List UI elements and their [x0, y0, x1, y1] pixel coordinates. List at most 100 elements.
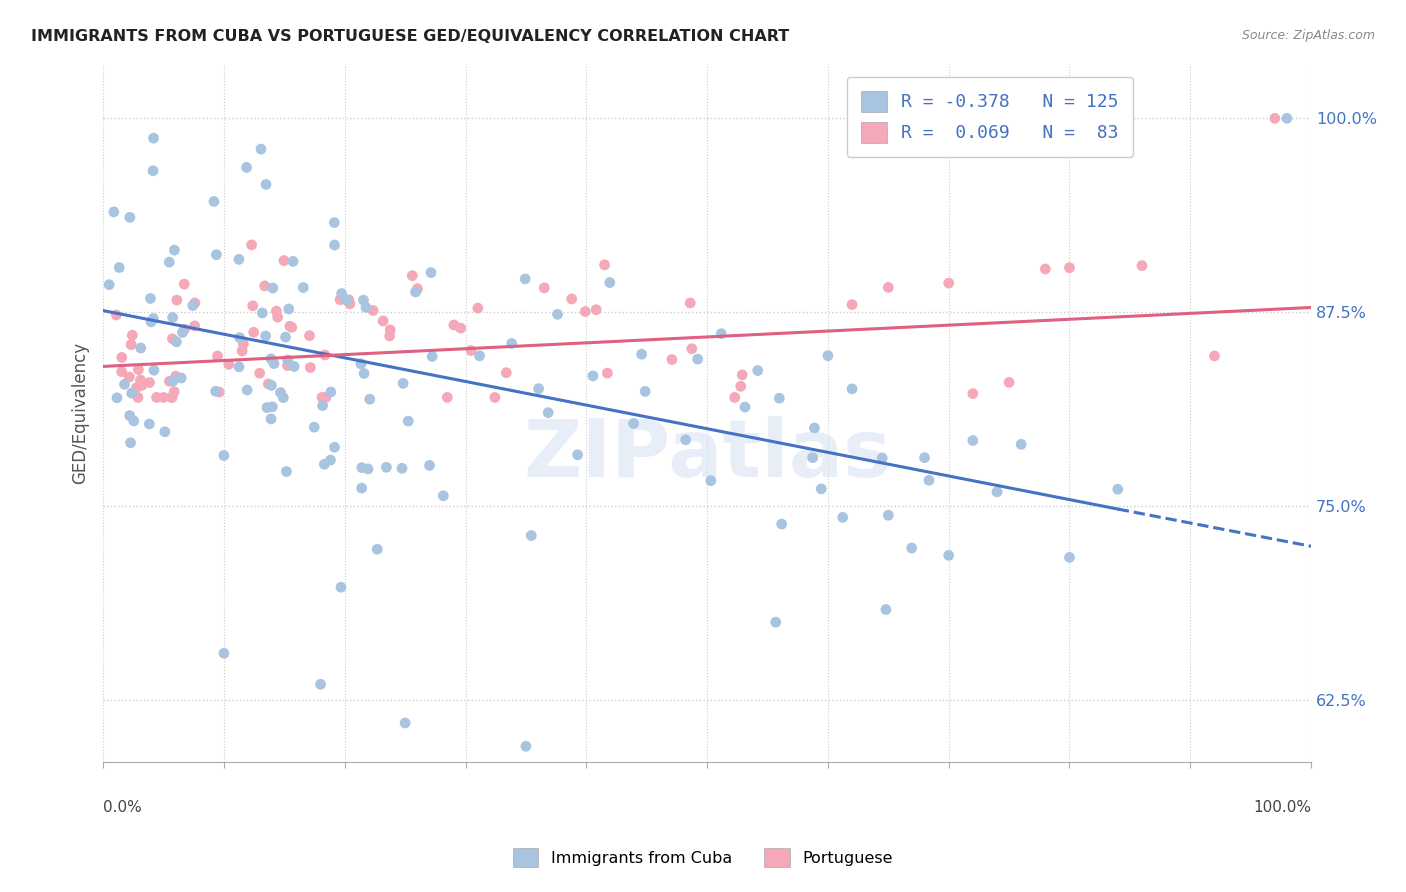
Point	[593, 258, 616, 272]
Point	[274, 330, 297, 344]
Point	[276, 359, 298, 373]
Point	[262, 281, 284, 295]
Point	[938, 549, 960, 563]
Text: Source: ZipAtlas.com: Source: ZipAtlas.com	[1241, 29, 1375, 42]
Point	[256, 401, 278, 415]
Point	[163, 384, 186, 399]
Point	[495, 366, 517, 380]
Point	[232, 336, 254, 351]
Point	[405, 285, 427, 299]
Y-axis label: GED/Equivalency: GED/Equivalency	[72, 342, 89, 484]
Point	[585, 302, 607, 317]
Point	[900, 541, 922, 555]
Point	[561, 292, 583, 306]
Point	[257, 376, 280, 391]
Point	[731, 368, 754, 382]
Point	[484, 391, 506, 405]
Point	[1130, 259, 1153, 273]
Point	[371, 314, 394, 328]
Point	[314, 348, 336, 362]
Point	[212, 449, 235, 463]
Point	[281, 254, 304, 268]
Point	[283, 359, 305, 374]
Point	[142, 131, 165, 145]
Point	[467, 301, 489, 315]
Point	[319, 453, 342, 467]
Point	[366, 542, 388, 557]
Point	[420, 350, 443, 364]
Point	[260, 412, 283, 426]
Point	[277, 301, 299, 316]
Point	[170, 371, 193, 385]
Point	[380, 323, 402, 337]
Point	[436, 391, 458, 405]
Point	[537, 406, 560, 420]
Point	[661, 352, 683, 367]
Point	[394, 716, 416, 731]
Point	[623, 417, 645, 431]
Point	[207, 349, 229, 363]
Point	[242, 325, 264, 339]
Point	[432, 489, 454, 503]
Point	[260, 378, 283, 392]
Point	[515, 272, 537, 286]
Point	[986, 484, 1008, 499]
Point	[277, 353, 299, 368]
Point	[157, 255, 180, 269]
Point	[323, 440, 346, 454]
Point	[254, 178, 277, 192]
Point	[350, 481, 373, 495]
Point	[118, 409, 141, 423]
Point	[278, 319, 301, 334]
Point	[1275, 112, 1298, 126]
Point	[314, 457, 336, 471]
Point	[350, 357, 373, 371]
Point	[162, 310, 184, 325]
Point	[831, 510, 853, 524]
Point	[172, 326, 194, 340]
Point	[354, 301, 377, 315]
Point	[254, 329, 277, 343]
Point	[336, 293, 359, 308]
Point	[125, 380, 148, 394]
Point	[298, 328, 321, 343]
Point	[401, 268, 423, 283]
Point	[801, 450, 824, 465]
Point	[330, 286, 353, 301]
Point	[249, 366, 271, 380]
Point	[501, 336, 523, 351]
Point	[205, 248, 228, 262]
Point	[143, 363, 166, 377]
Point	[547, 307, 569, 321]
Point	[679, 296, 702, 310]
Point	[567, 448, 589, 462]
Point	[108, 260, 131, 275]
Point	[634, 384, 657, 399]
Point	[242, 299, 264, 313]
Point	[105, 391, 128, 405]
Point	[962, 386, 984, 401]
Point	[145, 391, 167, 405]
Point	[700, 474, 723, 488]
Point	[103, 205, 125, 219]
Point	[443, 318, 465, 332]
Point	[138, 417, 160, 431]
Point	[142, 163, 165, 178]
Point	[810, 482, 832, 496]
Point	[114, 377, 136, 392]
Point	[260, 351, 283, 366]
Point	[1033, 262, 1056, 277]
Point	[765, 615, 787, 630]
Text: IMMIGRANTS FROM CUBA VS PORTUGUESE GED/EQUIVALENCY CORRELATION CHART: IMMIGRANTS FROM CUBA VS PORTUGUESE GED/E…	[31, 29, 789, 44]
Point	[273, 253, 295, 268]
Point	[803, 421, 825, 435]
Point	[228, 359, 250, 374]
Point	[129, 373, 152, 387]
Point	[582, 368, 605, 383]
Point	[724, 391, 747, 405]
Point	[1059, 550, 1081, 565]
Point	[183, 318, 205, 333]
Point	[870, 450, 893, 465]
Point	[231, 343, 253, 358]
Point	[337, 293, 360, 307]
